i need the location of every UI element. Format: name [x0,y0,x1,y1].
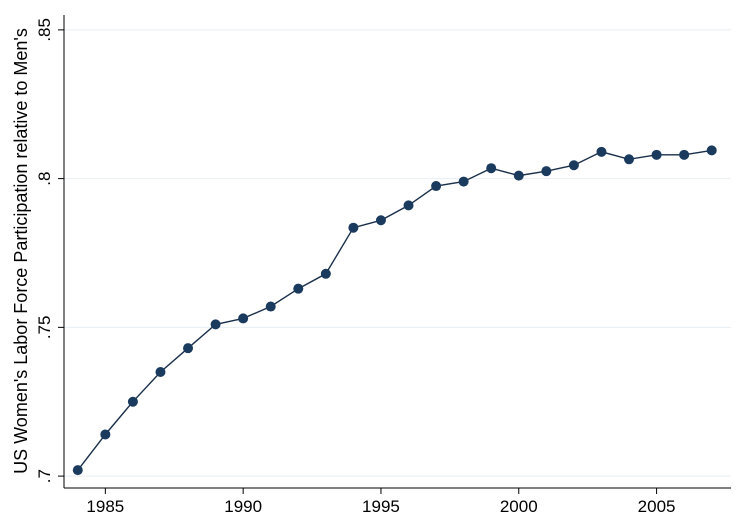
y-tick-label: .85 [35,18,54,42]
data-point [624,154,635,165]
ticks: .7 .75 .8 .85 1985 1990 1995 2000 2005 [35,18,675,516]
series-polyline [77,149,712,471]
data-point [183,343,194,354]
data-point [265,301,276,312]
x-tick-label: 1995 [362,497,400,516]
x-tick-label: 2000 [500,497,538,516]
y-tick-label: .8 [35,172,54,186]
x-tick-label: 2005 [638,497,676,516]
data-point [155,366,166,377]
gridlines [64,29,731,477]
axes [63,15,731,489]
data-point [348,222,359,233]
data-point [596,146,607,157]
data-point [431,181,442,192]
data-point [486,163,497,174]
data-point [238,313,249,324]
data-point [651,149,662,160]
data-point [403,200,414,211]
data-point [293,283,304,294]
data-point [320,268,331,279]
x-tick-label: 1990 [224,497,262,516]
data-point [127,396,138,407]
data-point [458,176,469,187]
y-tick-label: .75 [35,316,54,340]
data-point [100,429,111,440]
data-point [679,149,690,160]
data-point [513,170,524,181]
data-point [375,215,386,226]
data-point [541,166,552,177]
data-point [210,319,221,330]
y-axis-label: US Women's Labor Force Participation rel… [11,28,31,474]
data-point [72,465,83,476]
data-points [72,145,717,476]
data-point [568,160,579,171]
data-point [706,145,717,156]
y-tick-label: .7 [35,469,54,483]
x-tick-label: 1985 [86,497,124,516]
series-line [77,149,712,471]
